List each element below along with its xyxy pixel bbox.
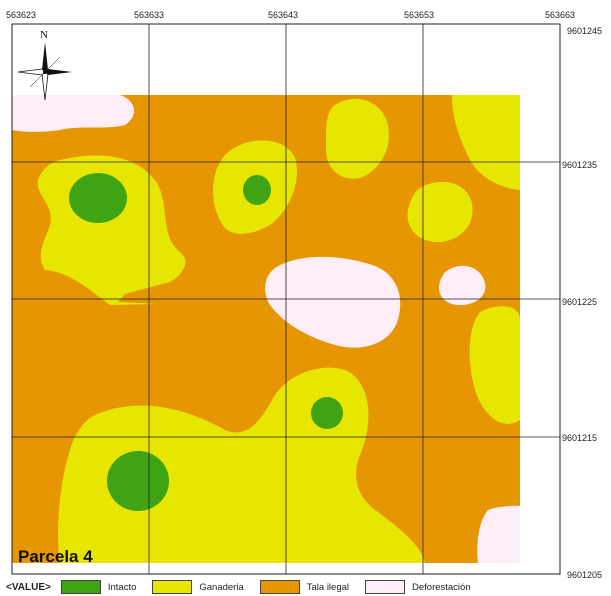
ganaderia-zone xyxy=(407,181,473,242)
legend-swatch xyxy=(152,580,193,594)
legend-swatch xyxy=(60,580,101,594)
deforestacion-zone xyxy=(12,95,135,132)
y-tick-label: 9601205 xyxy=(567,570,602,580)
x-tick-label: 563633 xyxy=(134,10,164,20)
deforestacion-zone xyxy=(439,265,486,306)
map-frame xyxy=(11,23,561,575)
y-tick-label: 9601235 xyxy=(562,160,597,170)
intacto-zone xyxy=(107,451,169,511)
intacto-zone xyxy=(311,397,343,429)
intacto-zones xyxy=(69,173,343,511)
y-tick-label: 9601225 xyxy=(562,297,597,307)
north-arrow-icon: N xyxy=(17,29,72,101)
legend-swatch xyxy=(259,580,300,594)
y-tick-label: 9601215 xyxy=(562,433,597,443)
x-tick-label: 563663 xyxy=(545,10,575,20)
legend-item-tala-ilegal: Tala ilegal xyxy=(259,580,365,594)
parcel-title: Parcela 4 xyxy=(18,547,93,566)
ganaderia-zone xyxy=(469,306,520,424)
legend-item-ganaderia: Ganaderia xyxy=(152,580,259,594)
ganaderia-zone xyxy=(452,95,520,190)
legend-item-deforestacion: Deforestación xyxy=(365,580,487,594)
legend: <VALUE> Intacto Ganaderia Tala ilegal De… xyxy=(6,579,487,595)
legend-item-intacto: Intacto xyxy=(60,580,153,594)
north-label: N xyxy=(40,29,48,41)
legend-swatch xyxy=(365,580,405,594)
x-tick-label: 563653 xyxy=(404,10,434,20)
legend-title: <VALUE> xyxy=(6,581,51,593)
intacto-zone xyxy=(69,173,127,223)
intacto-zone xyxy=(243,175,271,205)
y-tick-label: 9601245 xyxy=(567,26,602,36)
x-tick-label: 563623 xyxy=(6,10,36,20)
legend-label: Ganaderia xyxy=(199,581,244,593)
deforestacion-zones xyxy=(12,95,520,563)
ganaderia-zone xyxy=(325,98,389,179)
deforestacion-zone xyxy=(265,256,401,348)
deforestacion-zone xyxy=(477,505,520,563)
legend-label: Deforestación xyxy=(412,581,471,593)
coordinate-grid xyxy=(12,24,560,574)
x-tick-label: 563643 xyxy=(268,10,298,20)
legend-label: Intacto xyxy=(107,581,137,593)
legend-label: Tala ilegal xyxy=(306,581,349,593)
